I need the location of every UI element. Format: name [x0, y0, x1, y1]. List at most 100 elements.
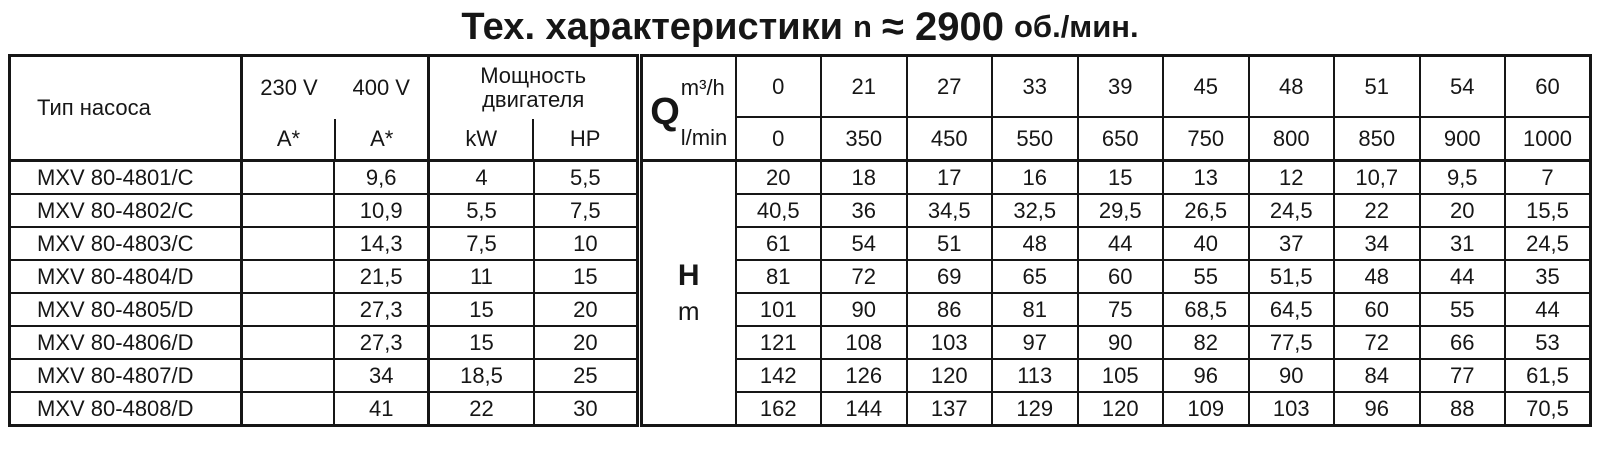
head-value-cell: 77	[1418, 358, 1506, 393]
hp-cell: 20	[532, 325, 639, 360]
head-value-cell: 96	[1333, 391, 1421, 427]
head-row: 81 72 69 65 60 55 51,5 48 44 35	[642, 259, 1592, 294]
head-value-cell: 44	[1418, 259, 1506, 294]
head-value-cell: 51,5	[1247, 259, 1335, 294]
amps-230-cell	[239, 193, 336, 228]
head-value-cell: 129	[991, 391, 1079, 427]
kw-label: kW	[465, 126, 498, 151]
head-value-cell: 88	[1418, 391, 1506, 427]
head-value-cell: 72	[820, 259, 908, 294]
head-value-cell: 81	[734, 259, 822, 294]
flow-lmin-row: 0 350 450 550 650 750 800 850 900 1000	[642, 116, 1592, 162]
head-value-cell: 75	[1076, 292, 1164, 327]
voltage-230-label: 230 V	[260, 75, 318, 100]
head-value-cell: 64,5	[1247, 292, 1335, 327]
head-value-cell: 17	[905, 159, 993, 195]
head-value-cell: 20	[1418, 193, 1506, 228]
voltage-header-group: 230 V 400 V A* A*	[239, 54, 430, 162]
hp-cell: 7,5	[532, 193, 639, 228]
head-value-cell: 121	[734, 325, 822, 360]
head-value-cell: 66	[1418, 325, 1506, 360]
amps-400-cell: 9,6	[333, 159, 430, 195]
flow-lmin-cell: 1000	[1504, 116, 1592, 162]
flow-m3h-cell: 60	[1504, 54, 1592, 118]
head-value-cell: 97	[991, 325, 1079, 360]
head-value-cell: 61	[734, 226, 822, 261]
hp-cell: 15	[532, 259, 639, 294]
flow-lmin-cell: 650	[1076, 116, 1164, 162]
head-value-cell: 70,5	[1504, 391, 1592, 427]
amps-400-cell: 34	[333, 358, 430, 393]
table-row: MXV 80-4802/C 10,9 5,5 7,5	[8, 193, 639, 228]
head-row: 121 108 103 97 90 82 77,5 72 66 53	[642, 325, 1592, 360]
table-row: MXV 80-4804/D 21,5 11 15	[8, 259, 639, 294]
head-value-cell: 20	[734, 159, 822, 195]
kw-cell: 4	[427, 159, 535, 195]
head-value-cell: 34	[1333, 226, 1421, 261]
flow-lmin-cell: 0	[734, 116, 822, 162]
head-value-cell: 31	[1418, 226, 1506, 261]
head-value-cell: 103	[905, 325, 993, 360]
head-value-cell: 51	[905, 226, 993, 261]
head-row: 101 90 86 81 75 68,5 64,5 60 55 44	[642, 292, 1592, 327]
kw-cell: 5,5	[427, 193, 535, 228]
kw-cell: 15	[427, 292, 535, 327]
title-n-symbol: n	[853, 9, 872, 44]
flow-lmin-cell: 450	[905, 116, 993, 162]
head-row: 40,5 36 34,5 32,5 29,5 26,5 24,5 22 20 15,5	[642, 193, 1592, 228]
pump-type-cell: MXV 80-4805/D	[8, 292, 243, 327]
head-value-cell: 22	[1333, 193, 1421, 228]
pump-type-cell: MXV 80-4803/C	[8, 226, 243, 261]
q-unit-m3h-label: m³/h	[680, 74, 725, 100]
flow-lmin-cell: 750	[1162, 116, 1250, 162]
head-value-cell: 24,5	[1247, 193, 1335, 228]
head-value-cell: 12	[1247, 159, 1335, 195]
flow-lmin-cell: 900	[1418, 116, 1506, 162]
motor-power-title-line1: Мощность	[480, 63, 587, 88]
flow-m3h-cell: 0	[734, 54, 822, 118]
head-value-cell: 10,7	[1333, 159, 1421, 195]
head-value-cell: 24,5	[1504, 226, 1592, 261]
head-value-cell: 34,5	[905, 193, 993, 228]
head-value-cell: 72	[1333, 325, 1421, 360]
head-value-cell: 53	[1504, 325, 1592, 360]
head-value-cell: 40	[1162, 226, 1250, 261]
head-value-cell: 7	[1504, 159, 1592, 195]
pump-type-cell: MXV 80-4806/D	[8, 325, 243, 360]
hp-cell: 5,5	[532, 159, 639, 195]
table-row: MXV 80-4808/D 41 22 30	[8, 391, 639, 427]
head-value-cell: 103	[1247, 391, 1335, 427]
head-value-cell: 29,5	[1076, 193, 1164, 228]
head-value-cell: 15	[1076, 159, 1164, 195]
q-unit-lmin-label: l/min	[680, 124, 728, 150]
head-value-cell: 40,5	[734, 193, 822, 228]
head-value-cell: 16	[991, 159, 1079, 195]
amps-400-cell: 41	[333, 391, 430, 427]
head-value-cell: 120	[905, 358, 993, 393]
head-value-cell: 90	[1247, 358, 1335, 393]
head-row: 61 54 51 48 44 40 37 34 31 24,5	[642, 226, 1592, 261]
hp-cell: 10	[532, 226, 639, 261]
head-value-cell: 162	[734, 391, 822, 427]
head-value-cell: 120	[1076, 391, 1164, 427]
voltage-labels: 230 V 400 V	[244, 58, 426, 120]
head-value-cell: 96	[1162, 358, 1250, 393]
head-value-cell: 86	[905, 292, 993, 327]
page-title: Тех. характеристики n ≈ 2900 об./мин.	[0, 0, 1600, 54]
flow-lmin-cell: 850	[1333, 116, 1421, 162]
head-row: 142 126 120 113 105 96 90 84 77 61,5	[642, 358, 1592, 393]
amps-400-cell: 10,9	[333, 193, 430, 228]
head-value-cell: 48	[991, 226, 1079, 261]
flow-m3h-cell: 39	[1076, 54, 1164, 118]
head-value-cell: 13	[1162, 159, 1250, 195]
kw-cell: 22	[427, 391, 535, 427]
amps-230-cell	[239, 226, 336, 261]
title-rpm-units: об./мин.	[1014, 9, 1139, 44]
head-value-cell: 105	[1076, 358, 1164, 393]
amps-230-label: A*	[276, 126, 301, 151]
kw-cell: 18,5	[427, 358, 535, 393]
head-value-cell: 15,5	[1504, 193, 1592, 228]
table-row: MXV 80-4803/C 14,3 7,5 10	[8, 226, 639, 261]
q-header-cell: Q m³/h l/min	[640, 54, 737, 162]
flow-lmin-cell: 550	[991, 116, 1079, 162]
